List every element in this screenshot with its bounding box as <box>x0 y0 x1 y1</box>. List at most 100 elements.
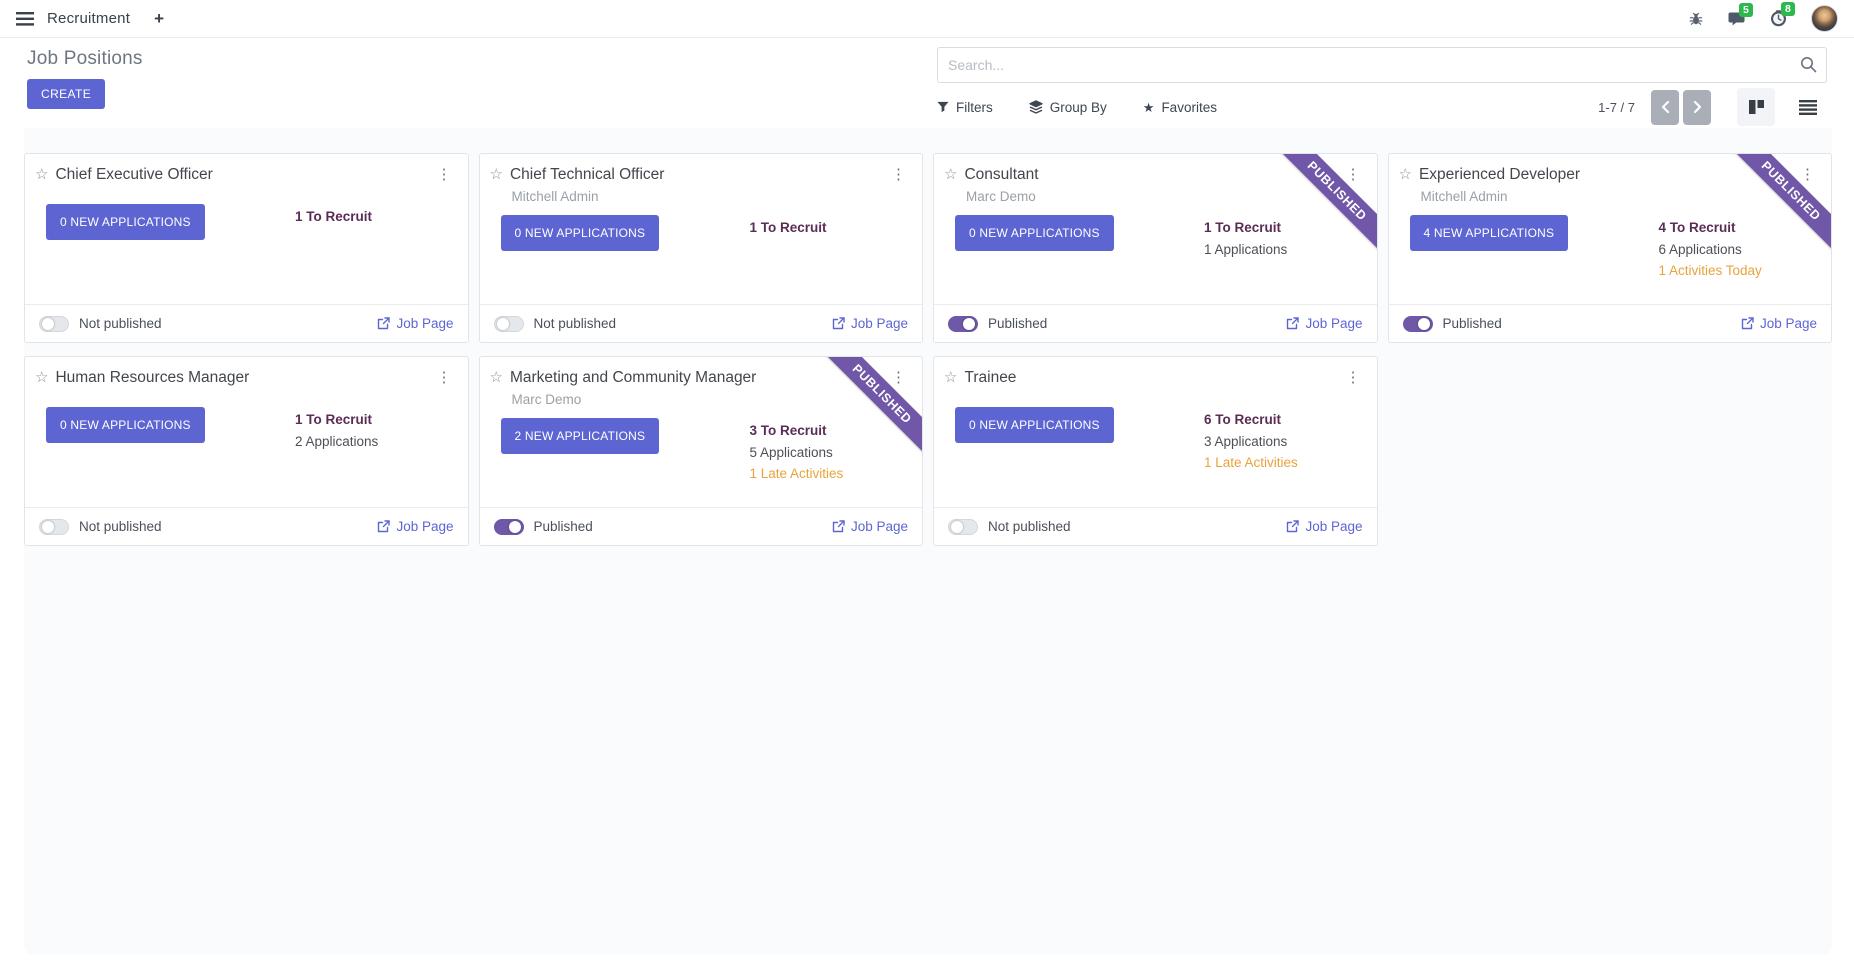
favorite-star-icon[interactable]: ☆ <box>35 369 49 386</box>
favorite-star-icon[interactable]: ☆ <box>489 369 503 386</box>
new-applications-button[interactable]: 0 NEW APPLICATIONS <box>46 407 205 443</box>
favorite-star-icon[interactable]: ☆ <box>489 166 503 183</box>
new-applications-button[interactable]: 2 NEW APPLICATIONS <box>500 418 660 454</box>
publish-toggle[interactable] <box>1402 315 1433 332</box>
job-page-link[interactable]: Job Page <box>1741 316 1817 331</box>
filters-button[interactable]: Filters <box>937 100 993 115</box>
apps-menu-icon[interactable] <box>16 11 34 26</box>
to-recruit-count[interactable]: 3 To Recruit <box>749 423 827 438</box>
job-title[interactable]: Marketing and Community Manager <box>509 369 757 386</box>
applications-count[interactable]: 2 Applications <box>295 433 379 449</box>
to-recruit-count[interactable]: 1 To Recruit <box>295 412 373 427</box>
pager-next-button[interactable] <box>1683 89 1711 125</box>
add-tab-button[interactable]: + <box>154 9 164 28</box>
kebab-menu-icon[interactable]: ⋮ <box>1345 166 1361 183</box>
activities-count[interactable]: 1 Late Activities <box>1204 455 1298 471</box>
favorites-button[interactable]: ★ Favorites <box>1143 100 1217 115</box>
job-page-link[interactable]: Job Page <box>377 316 454 331</box>
publish-toggle[interactable] <box>493 315 524 332</box>
job-stats: 6 To Recruit 3 Applications 1 Late Activ… <box>1204 409 1298 474</box>
job-title[interactable]: Experienced Developer <box>1418 166 1581 183</box>
new-applications-button[interactable]: 0 NEW APPLICATIONS <box>46 204 205 240</box>
pager-previous-button[interactable] <box>1651 89 1679 125</box>
job-page-link[interactable]: Job Page <box>832 519 908 534</box>
applications-count[interactable]: 1 Applications <box>1204 241 1288 257</box>
to-recruit-count[interactable]: 1 To Recruit <box>295 209 373 224</box>
user-avatar[interactable] <box>1811 5 1838 32</box>
list-view-button[interactable] <box>1789 88 1827 126</box>
job-page-link[interactable]: Job Page <box>832 316 908 331</box>
favorites-star-icon: ★ <box>1142 99 1155 115</box>
list-view-icon <box>1799 99 1817 115</box>
job-title[interactable]: Human Resources Manager <box>55 369 250 386</box>
job-title[interactable]: Trainee <box>964 369 1017 386</box>
job-stats: 1 To Recruit 2 Applications <box>295 409 378 452</box>
publish-toggle-group: Published <box>948 315 1047 332</box>
publish-toggle[interactable] <box>493 518 524 535</box>
app-brand[interactable]: Recruitment <box>47 10 131 27</box>
to-recruit-count[interactable]: 6 To Recruit <box>1204 412 1282 427</box>
layers-icon <box>1029 100 1043 114</box>
activities-count[interactable]: 1 Activities Today <box>1658 263 1762 279</box>
kebab-menu-icon[interactable]: ⋮ <box>891 369 906 386</box>
job-title[interactable]: Chief Executive Officer <box>55 166 213 183</box>
to-recruit-count[interactable]: 1 To Recruit <box>749 220 827 235</box>
applications-count[interactable]: 5 Applications <box>749 444 833 460</box>
to-recruit-count[interactable]: 4 To Recruit <box>1658 220 1736 235</box>
job-card-chief-technical-officer: ☆ Chief Technical Officer ⋮ Mitchell Adm… <box>478 153 923 343</box>
job-page-link[interactable]: Job Page <box>1286 316 1363 331</box>
group-by-label: Group By <box>1049 99 1107 115</box>
job-page-link[interactable]: Job Page <box>1286 519 1363 534</box>
kanban-sheet: ☆ Chief Executive Officer ⋮ 0 NEW APPLIC… <box>24 128 1832 955</box>
job-title[interactable]: Consultant <box>964 166 1039 183</box>
publish-toggle[interactable] <box>39 315 69 332</box>
chevron-right-icon <box>1693 101 1701 113</box>
job-title[interactable]: Chief Technical Officer <box>509 166 665 183</box>
recruiter-name: Marc Demo <box>966 189 1036 204</box>
external-link-icon <box>832 520 845 533</box>
clock-icon <box>1770 10 1787 27</box>
favorite-star-icon[interactable]: ☆ <box>1398 166 1412 183</box>
new-applications-button[interactable]: 0 NEW APPLICATIONS <box>500 215 660 251</box>
external-link-icon <box>378 317 391 330</box>
new-applications-button[interactable]: 4 NEW APPLICATIONS <box>1409 215 1569 251</box>
job-stats: 3 To Recruit 5 Applications 1 Late Activ… <box>750 420 844 485</box>
kebab-menu-icon[interactable]: ⋮ <box>1800 166 1815 183</box>
new-applications-button[interactable]: 0 NEW APPLICATIONS <box>955 215 1114 251</box>
publish-toggle[interactable] <box>948 315 978 332</box>
applications-count[interactable]: 3 Applications <box>1204 433 1288 449</box>
activities-button[interactable]: 8 <box>1770 2 1795 27</box>
messages-button[interactable]: 5 <box>1728 2 1753 27</box>
kanban-view-button[interactable] <box>1737 88 1775 126</box>
new-applications-button[interactable]: 0 NEW APPLICATIONS <box>955 407 1114 443</box>
favorite-star-icon[interactable]: ☆ <box>35 166 49 183</box>
activities-count[interactable]: 1 Late Activities <box>749 466 844 482</box>
publish-toggle-group: Not published <box>39 315 162 332</box>
favorite-star-icon[interactable]: ☆ <box>944 369 958 386</box>
favorite-star-icon[interactable]: ☆ <box>944 166 958 183</box>
kebab-menu-icon[interactable]: ⋮ <box>436 166 452 183</box>
search-input[interactable] <box>937 47 1827 83</box>
publish-toggle[interactable] <box>39 518 69 535</box>
kebab-menu-icon[interactable]: ⋮ <box>1345 369 1361 386</box>
kebab-menu-icon[interactable]: ⋮ <box>436 369 452 386</box>
job-card-chief-executive-officer: ☆ Chief Executive Officer ⋮ 0 NEW APPLIC… <box>24 153 469 343</box>
applications-count[interactable]: 6 Applications <box>1658 241 1742 257</box>
create-button[interactable]: CREATE <box>27 79 106 109</box>
external-link-icon <box>1287 520 1300 533</box>
job-page-link[interactable]: Job Page <box>377 519 454 534</box>
recruiter-name: Marc Demo <box>511 392 582 407</box>
favorites-label: Favorites <box>1161 99 1217 115</box>
debug-bug-button[interactable] <box>1688 11 1704 27</box>
publish-toggle[interactable] <box>948 518 978 535</box>
job-page-label: Job Page <box>1759 316 1817 331</box>
job-stats: 1 To Recruit <box>295 206 372 228</box>
to-recruit-count[interactable]: 1 To Recruit <box>1204 220 1282 235</box>
external-link-icon <box>1741 317 1754 330</box>
external-link-icon <box>1287 317 1300 330</box>
publish-label: Not published <box>533 316 617 331</box>
job-page-label: Job Page <box>1305 519 1363 534</box>
group-by-button[interactable]: Group By <box>1029 100 1107 115</box>
search-icon[interactable] <box>1800 56 1817 78</box>
kebab-menu-icon[interactable]: ⋮ <box>891 166 906 183</box>
